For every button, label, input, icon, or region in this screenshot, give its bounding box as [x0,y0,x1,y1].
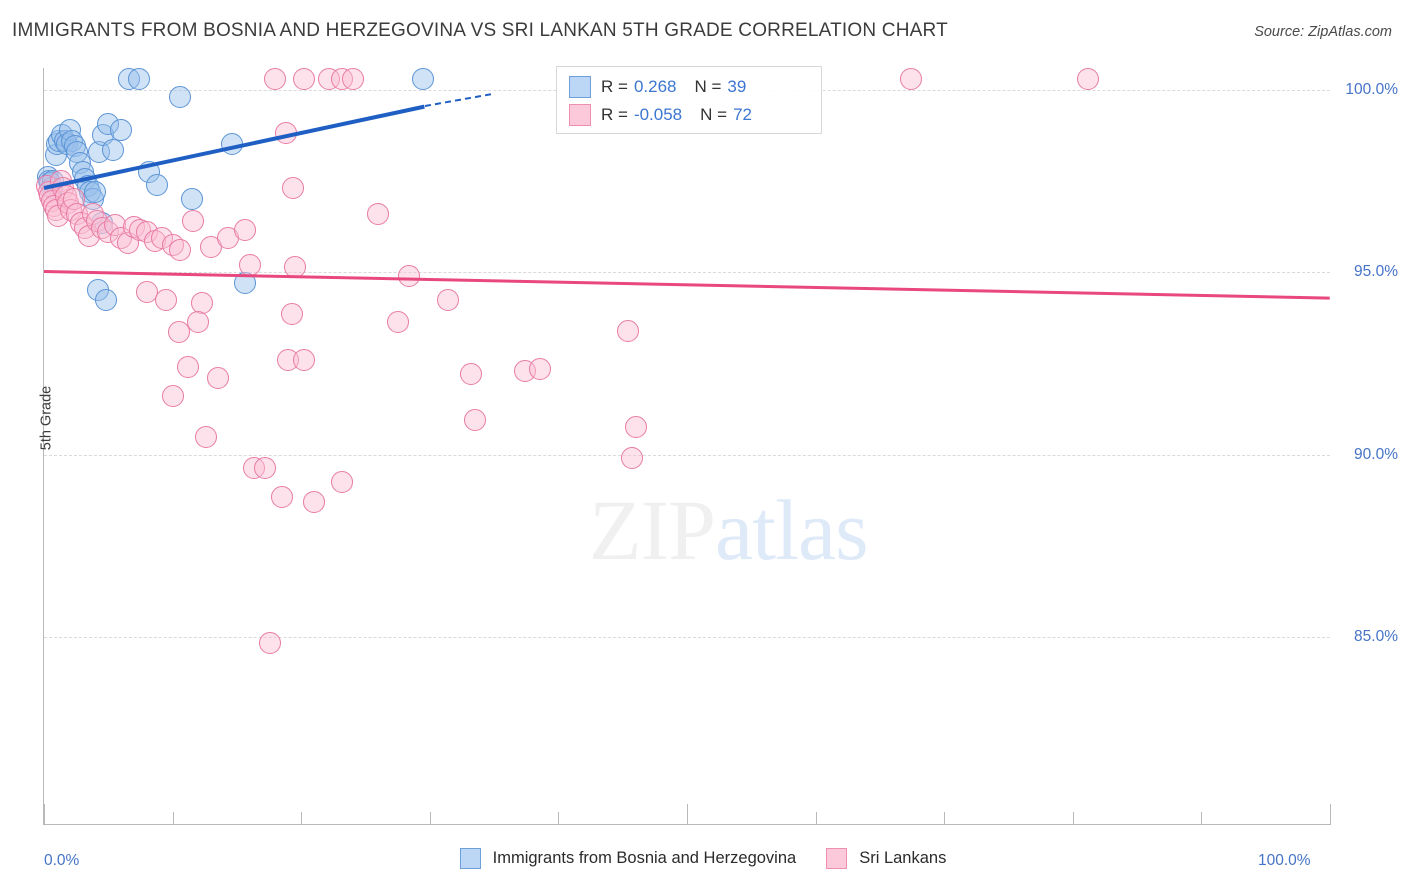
scatter-point[interactable] [292,348,315,371]
bottom-legend: Immigrants from Bosnia and Herzegovina S… [0,848,1406,869]
x-tick-minor-8 [1201,812,1203,824]
legend-label-blue: Immigrants from Bosnia and Herzegovina [492,849,797,867]
scatter-point[interactable] [281,303,304,326]
scatter-point[interactable] [259,631,282,654]
scatter-point[interactable] [620,447,643,470]
y-tick-label-2: 90.0% [1354,445,1398,463]
scatter-point[interactable] [187,310,210,333]
stats-blue-r-value: 0.268 [633,77,677,96]
scatter-point[interactable] [274,122,297,145]
watermark-atlas: atlas [715,482,869,578]
scatter-point[interactable] [84,180,107,203]
x-tick-minor-5 [815,812,817,824]
x-tick-minor-3 [558,812,560,824]
stats-pink-r-label: R = [601,105,628,124]
legend-swatch-pink-icon [826,848,848,869]
scatter-point[interactable] [220,133,243,156]
scatter-point[interactable] [233,219,256,242]
x-tick-label-0: 0.0% [44,852,80,869]
stats-row-blue: R = 0.268 N = 39 [569,76,746,98]
scatter-point[interactable] [899,67,922,90]
scatter-point[interactable] [94,288,117,311]
trendline-blue-extrapolated [424,93,491,107]
y-tick-label-0: 100.0% [1345,80,1398,98]
y-axis-line [43,68,44,825]
scatter-point[interactable] [292,67,315,90]
x-tick-minor-4 [687,804,688,824]
scatter-point[interactable] [128,67,151,90]
stats-blue-n-label: N = [694,77,722,96]
scatter-point[interactable] [282,177,305,200]
scatter-point[interactable] [161,385,184,408]
source-label: Source: ZipAtlas.com [1254,24,1392,40]
stats-swatch-pink-icon [569,104,591,126]
scatter-point[interactable] [331,471,354,494]
scatter-point[interactable] [616,319,639,342]
scatter-point[interactable] [386,310,409,333]
scatter-point[interactable] [398,264,421,287]
scatter-point[interactable] [155,288,178,311]
legend-item-blue[interactable]: Immigrants from Bosnia and Herzegovina [459,848,797,869]
stats-swatch-blue-icon [569,76,591,98]
scatter-point[interactable] [624,416,647,439]
scatter-point[interactable] [182,210,205,233]
x-tick-major-1 [1330,804,1331,824]
x-tick-minor-2 [429,812,431,824]
stats-blue-n-value: 39 [727,77,747,96]
scatter-point[interactable] [459,363,482,386]
scatter-point[interactable] [463,409,486,432]
scatter-point[interactable] [1077,67,1100,90]
scatter-point[interactable] [367,202,390,225]
stats-pink-n-value: 72 [733,105,752,124]
x-tick-label-1: 100.0% [1258,852,1311,869]
x-tick-minor-7 [1072,812,1074,824]
scatter-point[interactable] [180,188,203,211]
gridline-y [44,272,1330,274]
scatter-point[interactable] [238,253,261,276]
legend-swatch-blue-icon [459,848,481,869]
gridline-y [44,637,1330,639]
scatter-point[interactable] [206,367,229,390]
stats-blue-r-label: R = [601,77,628,96]
scatter-point[interactable] [283,255,306,278]
plot-area: ZIPatlas [35,67,1331,820]
scatter-point[interactable] [529,357,552,380]
scatter-point[interactable] [168,321,191,344]
legend-label-pink: Sri Lankans [859,849,947,867]
scatter-point[interactable] [169,85,192,108]
scatter-point[interactable] [270,485,293,508]
legend-item-pink[interactable]: Sri Lankans [826,848,946,869]
scatter-point[interactable] [341,67,364,90]
x-tick-minor-6 [944,812,946,824]
page-title: IMMIGRANTS FROM BOSNIA AND HERZEGOVINA V… [12,20,948,41]
stats-row-pink: R = -0.058 N = 72 [569,104,752,126]
stats-pink-r-value: -0.058 [633,105,683,124]
scatter-point[interactable] [264,67,287,90]
scatter-point[interactable] [412,67,435,90]
scatter-point[interactable] [436,288,459,311]
x-tick-minor-0 [172,812,174,824]
scatter-point[interactable] [254,456,277,479]
scatter-point[interactable] [195,425,218,448]
scatter-point[interactable] [102,138,125,161]
watermark-zip: ZIP [589,482,716,578]
y-tick-label-3: 85.0% [1354,628,1398,646]
scatter-point[interactable] [169,239,192,262]
scatter-point[interactable] [110,118,133,141]
x-axis-line [44,824,1331,825]
correlation-stats-box: R = 0.268 N = 39 R = -0.058 N = 72 [556,66,822,134]
x-tick-major-0 [44,804,45,824]
x-tick-minor-1 [301,812,303,824]
y-tick-label-1: 95.0% [1354,263,1398,281]
scatter-point[interactable] [177,356,200,379]
stats-pink-n-label: N = [700,105,728,124]
scatter-point[interactable] [303,491,326,514]
gridline-y [44,454,1330,456]
watermark: ZIPatlas [589,480,869,580]
scatter-point[interactable] [146,173,169,196]
